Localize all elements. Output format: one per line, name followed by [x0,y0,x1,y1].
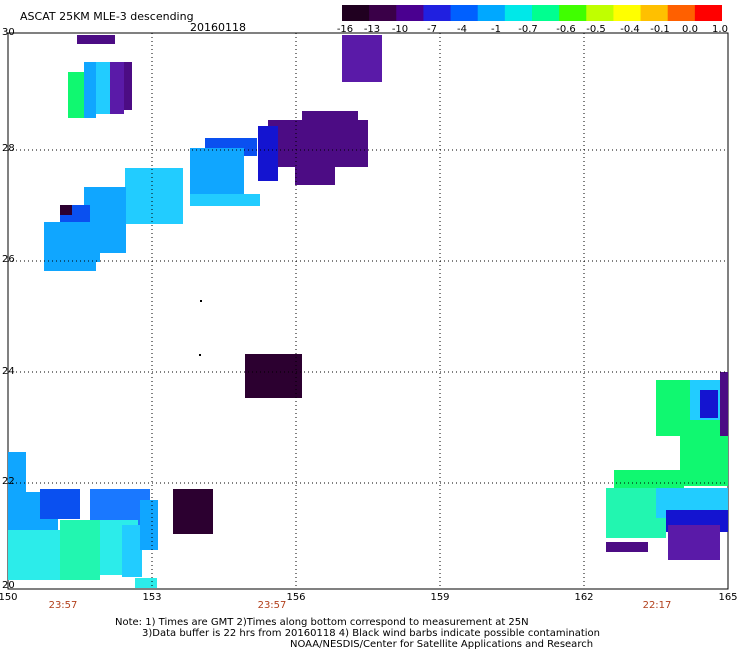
longitude-label: 159 [430,592,450,603]
wind-data-cell [8,452,26,492]
color-scale-swatch [450,5,479,21]
footnote-line-3: NOAA/NESDIS/Center for Satellite Applica… [290,639,594,650]
longitude-label: 162 [574,592,594,603]
color-scale-tick: -7 [427,24,437,35]
color-scale-tick: -0.1 [650,24,670,35]
color-scale-tick: -0.5 [586,24,606,35]
footnote: Note: 1) Times are GMT 2)Times along bot… [115,617,600,650]
footnote-line-1: Note: 1) Times are GMT 2)Times along bot… [115,617,529,628]
wind-data-cell [122,525,142,577]
color-scale-tick: -0.7 [518,24,538,35]
wind-data-cell [606,542,648,552]
wind-data-cell [295,167,335,185]
product-date: 20160118 [190,21,246,34]
wind-data-cell [110,62,124,114]
color-scale-swatch [532,5,560,21]
latitude-label: 24 [2,366,15,377]
wind-data-cell [190,148,244,194]
wind-data-cell [124,62,132,110]
wind-data-cell [245,354,302,398]
color-scale-swatch [559,5,587,21]
color-scale-tick: 1.0 [712,24,728,35]
wind-data-cell [44,262,96,271]
color-scale-labels: -16 -13 -10 -7 -4 -1 -0.7 -0.6 -0.5 -0.4 -0.1 0.0 1.… [330,24,740,38]
color-scale-swatch [694,5,722,21]
color-scale-swatch [396,5,425,21]
wind-data-cell [44,222,100,262]
color-scale-swatch [477,5,506,21]
color-scale-tick: -0.6 [556,24,576,35]
latitude-label: 28 [2,143,15,154]
wind-barb-mark [199,354,201,356]
wind-barb-mark [200,300,202,302]
wind-data-cell [125,168,183,224]
color-scale-swatch [342,5,370,21]
latitude-label: 22 [2,476,15,487]
measurement-time-label: 23:57 [48,600,78,611]
longitude-label: 153 [142,592,162,603]
color-scale-tick: -10 [391,24,409,35]
wind-data-cell [342,35,382,82]
color-scale-tick: -4 [457,24,467,35]
longitude-label: 165 [718,592,738,603]
wind-data-cell [96,62,110,114]
color-scale-tick: -13 [363,24,381,35]
wind-data-cell [135,578,157,588]
grid-lines [8,33,728,589]
wind-data-cell [84,62,96,118]
color-scale-swatch [423,5,452,21]
color-scale-swatch [586,5,615,21]
color-scale-tick: -0.4 [620,24,640,35]
wind-data-cell [258,126,278,181]
footnote-line-2: 3)Data buffer is 22 hrs from 20160118 4)… [142,628,600,639]
color-scale-tick: 0.0 [682,24,698,35]
wind-data-cell [720,372,728,437]
color-scale-swatch [613,5,642,21]
wind-data-cell [268,120,368,167]
product-title: ASCAT 25KM MLE-3 descending [20,10,194,23]
wind-data-cell [680,436,728,486]
wind-data-cell [40,489,80,519]
latitude-label: 20 [2,580,15,591]
wind-data-cell [190,194,260,206]
wind-data-cell [68,72,84,118]
wind-data-cell [668,525,720,560]
wind-data-cell [60,520,100,580]
data-swaths [8,35,728,588]
wind-data-cell [614,470,684,490]
latitude-label: 30 [2,27,15,38]
wind-data-cell [8,530,68,580]
longitude-label: 150 [0,592,18,603]
measurement-time-label: 23:57 [257,600,287,611]
wind-data-cell [140,500,158,550]
wind-data-cell [700,390,718,418]
color-scale-swatch [504,5,533,21]
longitude-label: 156 [286,592,306,603]
color-scale-bar [342,5,722,21]
color-scale-swatch [369,5,397,21]
latitude-label: 26 [2,254,15,265]
measurement-time-label: 22:17 [642,600,672,611]
color-scale-tick: -1 [491,24,501,35]
wind-data-cell [173,489,213,534]
color-scale-swatch [640,5,669,21]
wind-data-cell [60,205,72,215]
wind-data-cell [77,35,115,44]
color-scale-swatch [667,5,696,21]
color-scale-tick: -16 [336,24,354,35]
